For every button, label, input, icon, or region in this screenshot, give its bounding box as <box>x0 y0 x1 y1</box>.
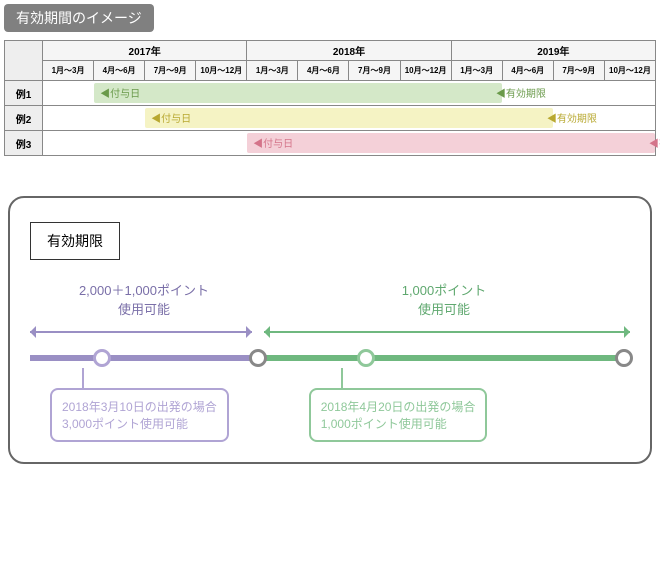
row-header: 例2 <box>5 106 43 131</box>
row-header: 例3 <box>5 131 43 156</box>
range-label-left: 2,000＋1,000ポイント 使用可能 <box>30 280 258 318</box>
timeline-seg-green <box>258 355 630 361</box>
row-track: ◀付与日 ◀有効期限 <box>43 81 656 106</box>
quarter-header: 4月～6月 <box>298 61 349 81</box>
timeline-node <box>93 349 111 367</box>
arrow-left <box>30 331 252 333</box>
expire-label: ◀有効期限 <box>649 135 660 150</box>
expire-label: ◀有効期限 <box>496 85 546 100</box>
quarter-header: 7月～9月 <box>349 61 400 81</box>
year-2019: 2019年 <box>451 41 655 61</box>
quarter-header: 4月～6月 <box>94 61 145 81</box>
validity-chart: 2017年 2018年 2019年 1月～3月4月～6月7月～9月10月～12月… <box>4 40 656 156</box>
quarter-header: 1月～3月 <box>247 61 298 81</box>
callout-left: 2018年3月10日の出発の場合 3,000ポイント使用可能 <box>50 388 229 442</box>
range-label-right: 1,000ポイント 使用可能 <box>258 280 630 318</box>
expire-label: ◀有効期限 <box>547 110 597 125</box>
grant-label: ◀付与日 <box>151 110 191 125</box>
timeline <box>30 348 630 368</box>
quarter-header: 10月～12月 <box>604 61 655 81</box>
quarter-header: 10月～12月 <box>400 61 451 81</box>
row-track: ◀付与日 ◀有効期限 <box>43 106 656 131</box>
expiry-panel: 有効期限 2,000＋1,000ポイント 使用可能 1,000ポイント 使用可能… <box>8 196 652 464</box>
row-header: 例1 <box>5 81 43 106</box>
range-arrows <box>30 324 630 340</box>
callout-right: 2018年4月20日の出発の場合 1,000ポイント使用可能 <box>309 388 488 442</box>
quarter-header: 4月～6月 <box>502 61 553 81</box>
year-2017: 2017年 <box>43 41 247 61</box>
quarter-header: 1月～3月 <box>451 61 502 81</box>
row-track: ◀付与日◀有効期限 <box>43 131 656 156</box>
validity-bar <box>94 83 502 103</box>
validity-bar <box>247 133 655 153</box>
grant-label: ◀付与日 <box>100 85 140 100</box>
quarter-header: 7月～9月 <box>553 61 604 81</box>
validity-bar <box>145 108 553 128</box>
quarter-header: 7月～9月 <box>145 61 196 81</box>
panel-title: 有効期限 <box>30 222 120 260</box>
arrow-right <box>264 331 630 333</box>
timeline-node <box>357 349 375 367</box>
timeline-node <box>615 349 633 367</box>
quarter-header: 1月～3月 <box>43 61 94 81</box>
timeline-node <box>249 349 267 367</box>
year-2018: 2018年 <box>247 41 451 61</box>
grant-label: ◀付与日 <box>253 135 293 150</box>
section-title: 有効期間のイメージ <box>4 4 154 32</box>
timeline-seg-purple <box>30 355 258 361</box>
quarter-header: 10月～12月 <box>196 61 247 81</box>
corner-cell <box>5 41 43 81</box>
